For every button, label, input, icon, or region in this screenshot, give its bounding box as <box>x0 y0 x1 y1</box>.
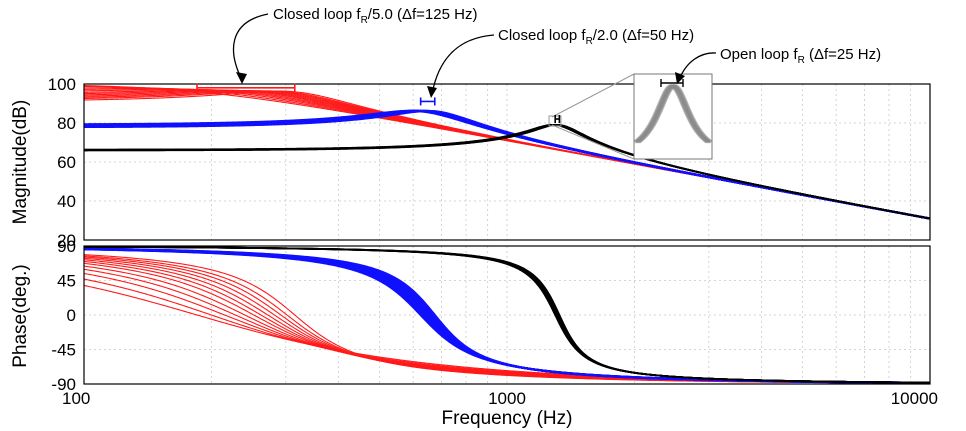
magnitude-y-tick-label: 40 <box>57 192 76 211</box>
inset-curves <box>633 79 713 144</box>
x-tick-label: 10000 <box>891 389 938 408</box>
arrowhead-closed-loop-2 <box>427 86 437 98</box>
annotation-closed-loop-5: Closed loop fR/5.0 (Δf=125 Hz) <box>273 6 477 26</box>
open-phase-line <box>84 246 930 384</box>
closed_5-magnitude-line <box>84 87 930 220</box>
arrow-closed-loop-5 <box>232 13 269 81</box>
magnitude-y-tick-label: 80 <box>57 114 76 133</box>
open-magnitude-line <box>84 123 930 220</box>
magnitude-y-tick-label: 60 <box>57 153 76 172</box>
phase-axes-frame <box>83 245 931 385</box>
phase-y-tick-label: 0 <box>67 306 76 325</box>
magnitude-axes-frame <box>83 83 931 241</box>
closed_5-phase-line <box>84 284 930 384</box>
phase-axis-label: Phase(deg.) <box>10 264 31 368</box>
inset-open-loop-line <box>638 84 713 144</box>
arrow-closed-loop-2 <box>431 34 495 95</box>
magnitude-y-tick-label: 100 <box>48 75 76 94</box>
x-tick-label: 100 <box>62 389 90 408</box>
closed_5-magnitude-line <box>84 85 930 220</box>
magnitude-grid <box>84 84 930 240</box>
phase-grid <box>84 246 930 384</box>
annotation-brackets <box>196 83 561 123</box>
x-axis-label: Frequency (Hz) <box>442 408 573 429</box>
inset-zoom <box>548 73 713 160</box>
arrowhead-closed-loop-5 <box>236 72 247 84</box>
inset-connector-top <box>551 73 635 118</box>
inset-connector-bottom <box>551 124 635 160</box>
phase-curves <box>84 246 930 384</box>
phase-y-tick-label: -90 <box>51 375 76 394</box>
annotations: Closed loop fR/5.0 (Δf=125 Hz) Closed lo… <box>196 6 881 123</box>
magnitude-curves <box>84 85 930 220</box>
phase-y-tick-label: 90 <box>57 237 76 256</box>
x-tick-label: 1000 <box>488 389 526 408</box>
annotation-closed-loop-2: Closed loop fR/2.0 (Δf=50 Hz) <box>498 27 694 47</box>
annotation-open-loop: Open loop fR (Δf=25 Hz) <box>720 46 881 66</box>
phase-y-tick-label: -45 <box>51 341 76 360</box>
magnitude-y-tick-label: 20 <box>57 231 76 250</box>
phase-y-tick-label: 45 <box>57 272 76 291</box>
magnitude-axis-label: Magnitude(dB) <box>10 100 31 225</box>
arrowhead-open-loop <box>675 72 685 84</box>
